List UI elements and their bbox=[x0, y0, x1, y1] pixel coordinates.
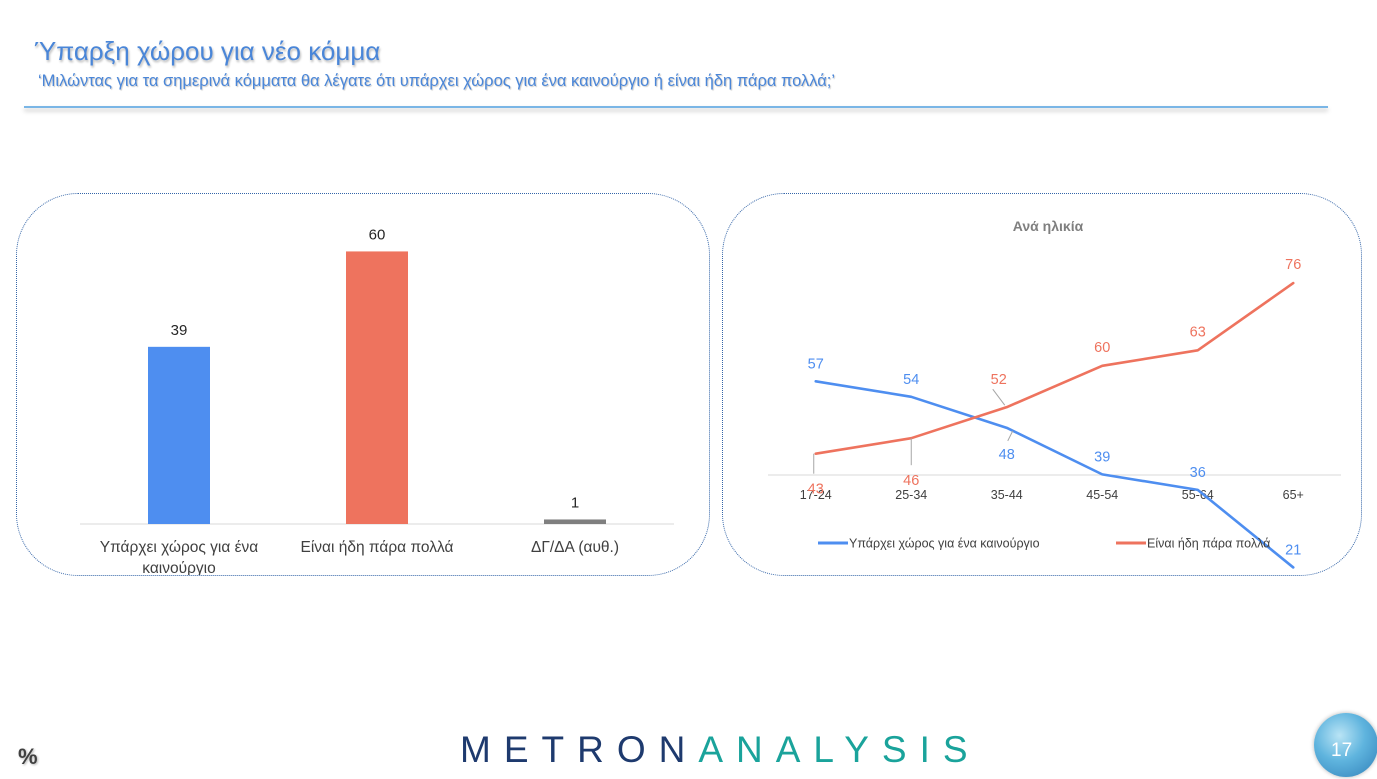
page-title: Ύπαρξη χώρου για νέο κόμμα bbox=[34, 36, 381, 66]
legend-label: Υπάρχει χώρος για ένα καινούργιο bbox=[849, 537, 1040, 551]
bar bbox=[544, 519, 606, 524]
bar-value-label: 60 bbox=[369, 226, 386, 243]
x-tick-label: 35-44 bbox=[991, 488, 1023, 502]
category-label: ΔΓ/ΔΑ (αυθ.) bbox=[531, 539, 619, 556]
series-line bbox=[814, 281, 1295, 455]
company-logo: METRONANALYSIS bbox=[460, 730, 981, 770]
x-tick-label: 17-24 bbox=[800, 488, 832, 502]
data-label: 63 bbox=[1190, 324, 1206, 340]
line-chart: Ανά ηλικία 17-24 25-34 35-44 45-54 55-64 65+ 57… bbox=[768, 218, 1341, 569]
data-label: 36 bbox=[1190, 465, 1206, 481]
data-label: 46 bbox=[903, 473, 919, 489]
series-line bbox=[814, 380, 1295, 569]
page-number-badge: 17 bbox=[1314, 713, 1377, 777]
leader-line bbox=[992, 388, 1006, 406]
legend-label: Είναι ήδη πάρα πολλά bbox=[1147, 537, 1270, 551]
unit-label: % bbox=[18, 744, 38, 769]
page-number: 17 bbox=[1331, 740, 1353, 761]
data-label: 60 bbox=[1094, 340, 1110, 356]
line-chart-panel: Ανά ηλικία 17-24 25-34 35-44 45-54 55-64 65+ 57… bbox=[722, 193, 1362, 576]
logo-part-2: ANALYSIS bbox=[698, 729, 981, 770]
page-subtitle: ‘Μιλώντας για τα σημερινά κόμματα θα λέγ… bbox=[38, 72, 836, 90]
x-tick-label: 45-54 bbox=[1086, 488, 1118, 502]
leader-line bbox=[1007, 430, 1014, 442]
data-label: 39 bbox=[1094, 449, 1110, 465]
category-label: Είναι ήδη πάρα πολλά bbox=[301, 539, 454, 556]
logo-part-1: METRON bbox=[460, 729, 699, 770]
bar-chart-panel: 39 Υπάρχει χώρος για ένα καινούργιο 60 Είναι… bbox=[16, 193, 710, 577]
bar bbox=[148, 346, 210, 524]
bar-value-label: 39 bbox=[171, 322, 188, 339]
data-label: 54 bbox=[903, 372, 919, 388]
bar-chart: 39 Υπάρχει χώρος για ένα καινούργιο 60 Είναι… bbox=[80, 226, 674, 577]
data-label: 43 bbox=[808, 482, 824, 498]
data-label: 21 bbox=[1285, 542, 1301, 558]
data-label: 57 bbox=[808, 356, 824, 372]
title-divider bbox=[24, 106, 1328, 108]
x-tick-label: 55-64 bbox=[1182, 488, 1214, 502]
x-tick-label: 65+ bbox=[1283, 488, 1304, 502]
data-label: 52 bbox=[991, 372, 1007, 388]
x-tick-label: 25-34 bbox=[895, 488, 927, 502]
category-label: Υπάρχει χώρος για ένα καινούργιο bbox=[100, 539, 259, 575]
data-label: 48 bbox=[999, 447, 1015, 463]
data-label: 76 bbox=[1285, 257, 1301, 273]
chart-title: Ανά ηλικία bbox=[1013, 218, 1084, 234]
bar-value-label: 1 bbox=[571, 494, 579, 511]
bar bbox=[346, 251, 408, 524]
